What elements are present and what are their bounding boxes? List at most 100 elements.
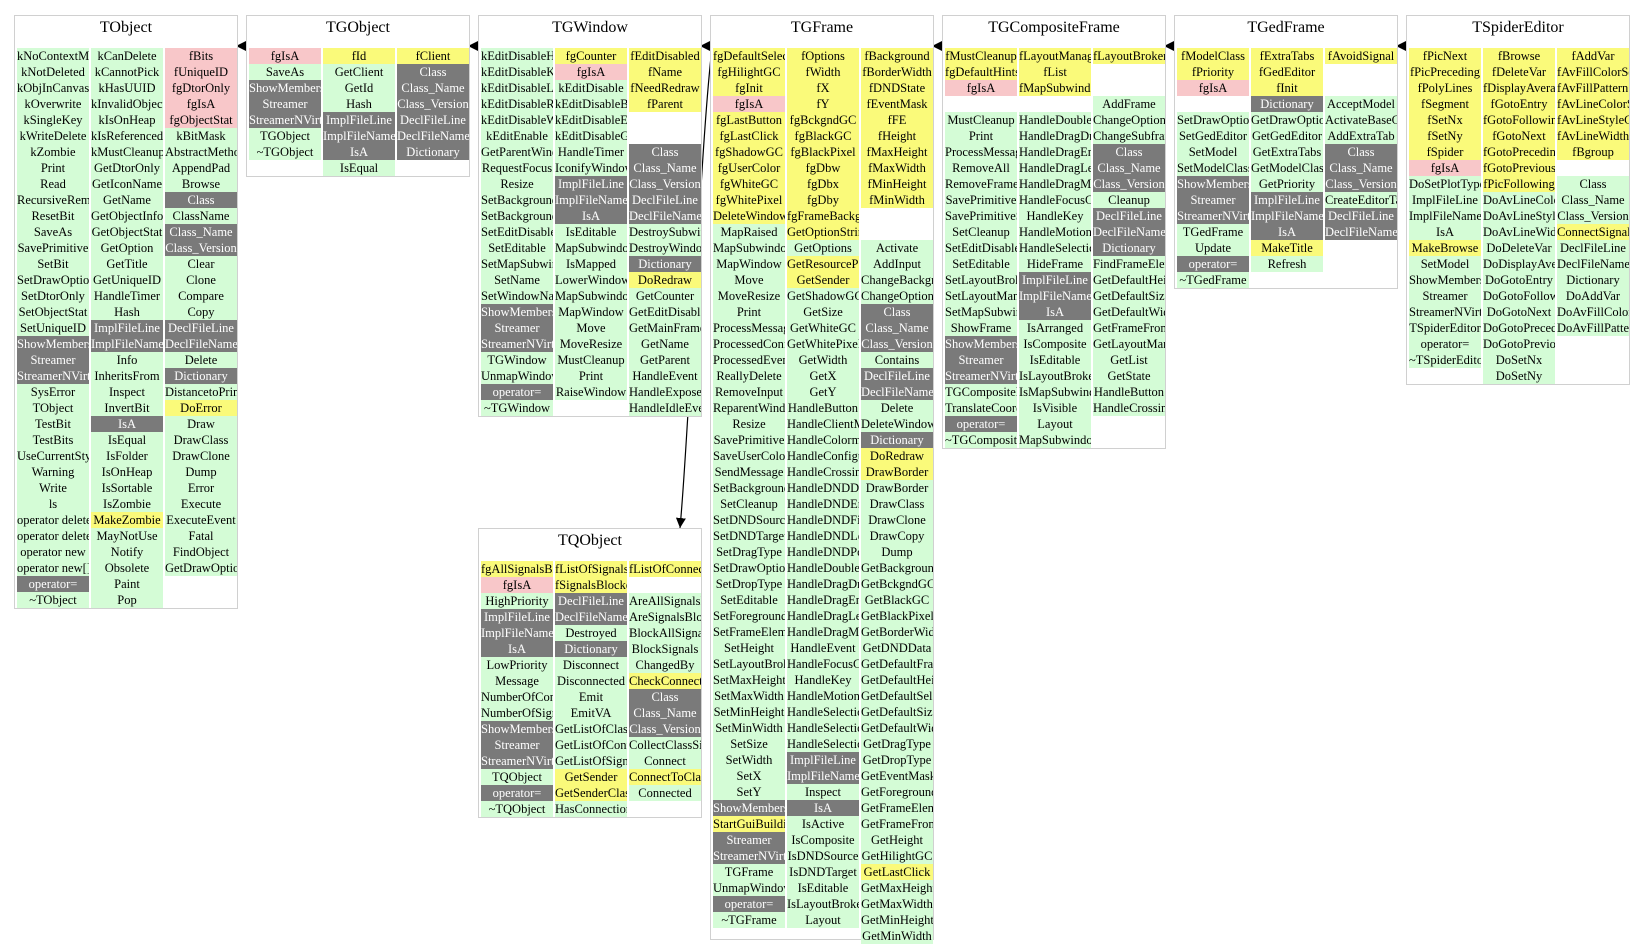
member-cell[interactable] [1093, 80, 1165, 96]
member-cell[interactable]: fUniqueID [165, 64, 237, 80]
member-cell[interactable]: AbstractMethod [165, 144, 237, 160]
member-cell[interactable]: GetTitle [91, 256, 163, 272]
member-cell[interactable]: IsA [1251, 224, 1323, 240]
member-cell[interactable]: SetMaxWidth [713, 688, 785, 704]
member-cell[interactable]: TestBit [17, 416, 89, 432]
member-cell[interactable]: ProcessedConfigure [713, 336, 785, 352]
member-cell[interactable]: fSegment [1409, 96, 1481, 112]
member-cell[interactable]: MustCleanup [945, 112, 1017, 128]
member-cell[interactable]: DoGotoPrevious [1483, 336, 1555, 352]
member-cell[interactable]: DrawClass [165, 432, 237, 448]
member-cell[interactable]: GetHilightGC [861, 848, 933, 864]
member-cell[interactable]: IsEditable [555, 224, 627, 240]
member-cell[interactable]: RecursiveRemove [17, 192, 89, 208]
member-cell[interactable]: fNeedRedraw [629, 80, 701, 96]
member-cell[interactable]: ConnectToClass [629, 769, 701, 785]
member-cell[interactable]: SaveAs [17, 224, 89, 240]
member-cell[interactable]: GetParent [629, 352, 701, 368]
member-cell[interactable]: SetFrameElement [713, 624, 785, 640]
member-cell[interactable]: CollectClassSignalLists [629, 737, 701, 753]
member-cell[interactable]: MapSubwindows [555, 288, 627, 304]
member-cell[interactable]: DoAvLineColor [1483, 192, 1555, 208]
member-cell[interactable]: TObject [17, 400, 89, 416]
member-cell[interactable]: ResetBit [17, 208, 89, 224]
member-cell[interactable]: kEditDisableEvents [555, 112, 627, 128]
member-cell[interactable]: fModelClass [1177, 48, 1249, 64]
member-cell[interactable]: StreamerNVirtual [481, 336, 553, 352]
member-cell[interactable]: MoveResize [555, 336, 627, 352]
member-cell[interactable]: ImplFileName [555, 192, 627, 208]
member-cell[interactable]: kEditEnable [481, 128, 553, 144]
member-cell[interactable]: HandleMotion [1019, 224, 1091, 240]
member-cell[interactable]: MapSubwindows [713, 240, 785, 256]
member-cell[interactable]: HandleTimer [91, 288, 163, 304]
member-cell[interactable]: fClient [397, 48, 469, 64]
member-cell[interactable]: fgBckgndGC [787, 112, 859, 128]
member-cell[interactable]: Class [1093, 144, 1165, 160]
member-cell[interactable]: DoRedraw [629, 272, 701, 288]
member-cell[interactable]: fLayoutBroken [1093, 48, 1165, 64]
member-cell[interactable]: ShowMembers [1177, 176, 1249, 192]
member-cell[interactable]: kCannotPick [91, 64, 163, 80]
member-cell[interactable]: fAvLineWidthCombo [1557, 128, 1629, 144]
member-cell[interactable]: operator delete [17, 512, 89, 528]
member-cell[interactable]: SaveUserColor [713, 448, 785, 464]
member-cell[interactable]: StreamerNVirtual [1409, 304, 1481, 320]
member-cell[interactable]: GetFrameElement [861, 800, 933, 816]
member-cell[interactable]: HandleEvent [787, 640, 859, 656]
member-cell[interactable]: SetBackgroundPixmap [481, 208, 553, 224]
member-cell[interactable]: DoDisplayAverage [1483, 256, 1555, 272]
member-cell[interactable]: fPicNext [1409, 48, 1481, 64]
member-cell[interactable]: fGotoPreceding [1483, 144, 1555, 160]
member-cell[interactable]: GetId [323, 80, 395, 96]
member-cell[interactable]: SetWindowName [481, 288, 553, 304]
member-cell[interactable]: GetListOfClassSignals [555, 721, 627, 737]
member-cell[interactable]: AddInput [861, 256, 933, 272]
member-cell[interactable]: Print [555, 368, 627, 384]
member-cell[interactable]: HandleDNDDrop [787, 480, 859, 496]
member-cell[interactable]: HandleKey [787, 672, 859, 688]
member-cell[interactable]: DeclFileLine [1325, 208, 1397, 224]
member-cell[interactable]: kIsOnHeap [91, 112, 163, 128]
member-cell[interactable]: AcceptModel [1325, 96, 1397, 112]
member-cell[interactable]: HasConnection [555, 801, 627, 817]
member-cell[interactable]: DeclFileLine [1093, 208, 1165, 224]
member-cell[interactable]: GetFrameFromPoint [861, 816, 933, 832]
member-cell[interactable]: Draw [165, 416, 237, 432]
member-cell[interactable]: ProcessedEvent [713, 352, 785, 368]
member-cell[interactable]: fgUserColor [713, 160, 785, 176]
member-cell[interactable]: SendMessage [713, 464, 785, 480]
member-cell[interactable]: fBits [165, 48, 237, 64]
member-cell[interactable]: SetForegroundColor [713, 608, 785, 624]
member-cell[interactable]: Dictionary [397, 144, 469, 160]
member-cell[interactable]: DrawClone [861, 512, 933, 528]
member-cell[interactable]: TestBits [17, 432, 89, 448]
member-cell[interactable]: GetFrameFromPoint [1093, 320, 1165, 336]
member-cell[interactable]: kEditDisableLayout [481, 80, 553, 96]
member-cell[interactable]: HandleColormapChange [787, 432, 859, 448]
member-cell[interactable]: Cleanup [1093, 192, 1165, 208]
member-cell[interactable]: HandleClientMessage [787, 416, 859, 432]
member-cell[interactable]: DrawClone [165, 448, 237, 464]
member-cell[interactable]: SetLayoutBroken [945, 272, 1017, 288]
member-cell[interactable]: ImplFileLine [323, 112, 395, 128]
member-cell[interactable]: BlockAllSignals [629, 625, 701, 641]
member-cell[interactable]: HandleDoubleClick [787, 560, 859, 576]
member-cell[interactable]: LowerWindow [555, 272, 627, 288]
member-cell[interactable]: fEventMask [861, 96, 933, 112]
member-cell[interactable]: StreamerNVirtual [17, 368, 89, 384]
member-cell[interactable]: fgIsA [165, 96, 237, 112]
member-cell[interactable]: SetCleanup [945, 224, 1017, 240]
member-cell[interactable]: fBorderWidth [861, 64, 933, 80]
member-cell[interactable]: DeclFileLine [397, 112, 469, 128]
member-cell[interactable]: DeclFileLine [165, 320, 237, 336]
member-cell[interactable]: DestroyWindow [629, 240, 701, 256]
member-cell[interactable]: HandleDNDEnter [787, 496, 859, 512]
member-cell[interactable]: TGWindow [481, 352, 553, 368]
member-cell[interactable]: GetCounter [629, 288, 701, 304]
member-cell[interactable]: GetClient [323, 64, 395, 80]
member-cell[interactable]: kEditDisableResize [481, 96, 553, 112]
member-cell[interactable]: fgIsA [1177, 80, 1249, 96]
member-cell[interactable]: StartGuiBuilding [713, 816, 785, 832]
member-cell[interactable]: SavePrimitive [17, 240, 89, 256]
